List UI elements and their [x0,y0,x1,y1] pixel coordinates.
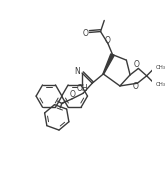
Text: O: O [83,29,89,38]
Text: O: O [134,60,139,69]
Text: O: O [70,90,76,99]
Text: O: O [105,36,111,45]
Text: CH₃: CH₃ [156,65,165,70]
Text: OH: OH [76,84,88,93]
Text: CH₃: CH₃ [156,82,165,87]
Text: N: N [75,67,80,76]
Text: O: O [133,82,139,91]
Polygon shape [103,54,114,74]
